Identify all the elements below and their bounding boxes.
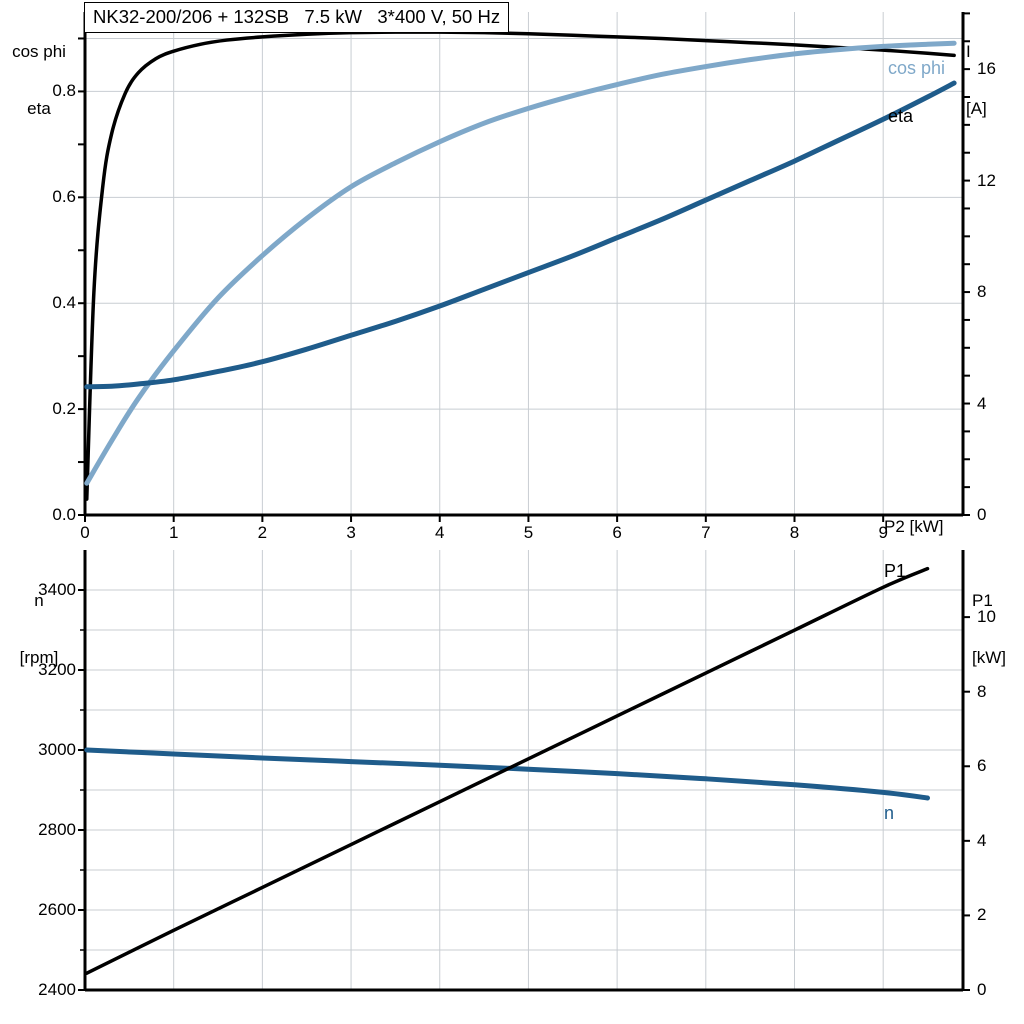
lower-right-tick: 10 xyxy=(977,607,996,627)
lower-right-tick: 2 xyxy=(977,905,987,925)
upper-x-tick: 8 xyxy=(789,523,800,542)
upper-left-axis-title-line1: cos phi xyxy=(12,42,66,61)
lower-left-tick: 2400 xyxy=(38,980,76,999)
p1-curve-label: P1 xyxy=(884,561,907,581)
lower-left-tick: 3000 xyxy=(38,740,76,759)
lower-chart-canvas xyxy=(78,550,970,992)
upper-x-tick: 9 xyxy=(878,523,888,542)
upper-left-axis-title: cos phi eta xyxy=(0,4,78,156)
lower-curves xyxy=(84,566,931,975)
upper-curves xyxy=(84,30,957,501)
upper-left-tick: 0.6 xyxy=(52,187,76,207)
upper-right-tick: 8 xyxy=(977,282,987,302)
upper-x-tick: 6 xyxy=(612,523,622,542)
lower-left-axis-title-line2: [rpm] xyxy=(19,648,59,667)
eta-curve-label: eta xyxy=(888,106,914,126)
lower-left-axis-title-line1: n xyxy=(34,591,44,610)
upper-right-axis-title-line1: I xyxy=(966,42,971,61)
upper-x-tick: 4 xyxy=(435,523,445,542)
lower-right-tick: 4 xyxy=(977,830,987,850)
x-axis-title: P2 [kW] xyxy=(884,517,944,536)
lower-axis-frame xyxy=(78,550,970,992)
upper-chart-canvas xyxy=(78,12,970,522)
upper-left-axis-title-line2: eta xyxy=(27,99,51,118)
chart-title: NK32-200/206 + 132SB 7.5 kW 3*400 V, 50 … xyxy=(84,2,510,33)
upper-right-tick: 16 xyxy=(977,59,996,79)
lower-left-tick: 3200 xyxy=(38,660,76,679)
lower-right-tick: 8 xyxy=(977,681,987,701)
upper-right-axis-title-line2: [A] xyxy=(966,99,987,118)
upper-right-axis-title: I [A] xyxy=(966,4,1022,156)
upper-right-tick: 0 xyxy=(977,505,987,524)
upper-gridlines xyxy=(84,12,963,516)
lower-right-axis-title-line2: [kW] xyxy=(972,648,1006,667)
upper-chart-panel: NK32-200/206 + 132SB 7.5 kW 3*400 V, 50 … xyxy=(0,2,1022,542)
lower-chart-panel: n [rpm] P1 [kW] P1 n 2400 2600 2800 3000 320… xyxy=(0,540,1024,1024)
lower-right-axis-title-line1: P1 xyxy=(972,591,993,610)
upper-x-tick: 5 xyxy=(523,523,534,542)
lower-left-tick: 2600 xyxy=(38,900,76,919)
cos-phi-curve-label: cos phi xyxy=(888,58,946,78)
lower-right-tick: 0 xyxy=(977,980,987,999)
upper-x-tick: 2 xyxy=(257,523,268,542)
upper-left-tick: 0.4 xyxy=(52,293,76,313)
upper-right-tick: 4 xyxy=(977,393,987,413)
lower-left-tick: 2800 xyxy=(38,820,76,839)
lower-right-axis-title: P1 [kW] xyxy=(972,553,1024,705)
upper-right-tick: 12 xyxy=(977,170,996,190)
lower-left-tick: 3400 xyxy=(38,580,76,599)
upper-axis-frame xyxy=(78,12,970,522)
upper-x-tick: 1 xyxy=(168,523,179,542)
upper-x-tick: 0 xyxy=(80,523,90,542)
lower-left-axis-title: n [rpm] xyxy=(0,553,78,705)
n-curve-label: n xyxy=(884,803,895,823)
upper-x-tick: 7 xyxy=(701,523,711,542)
upper-left-tick: 0.2 xyxy=(52,399,76,419)
upper-left-tick: 0.8 xyxy=(52,81,76,101)
upper-left-tick: 0.0 xyxy=(52,505,76,524)
upper-x-tick: 3 xyxy=(346,523,356,542)
lower-right-tick: 6 xyxy=(977,756,987,776)
